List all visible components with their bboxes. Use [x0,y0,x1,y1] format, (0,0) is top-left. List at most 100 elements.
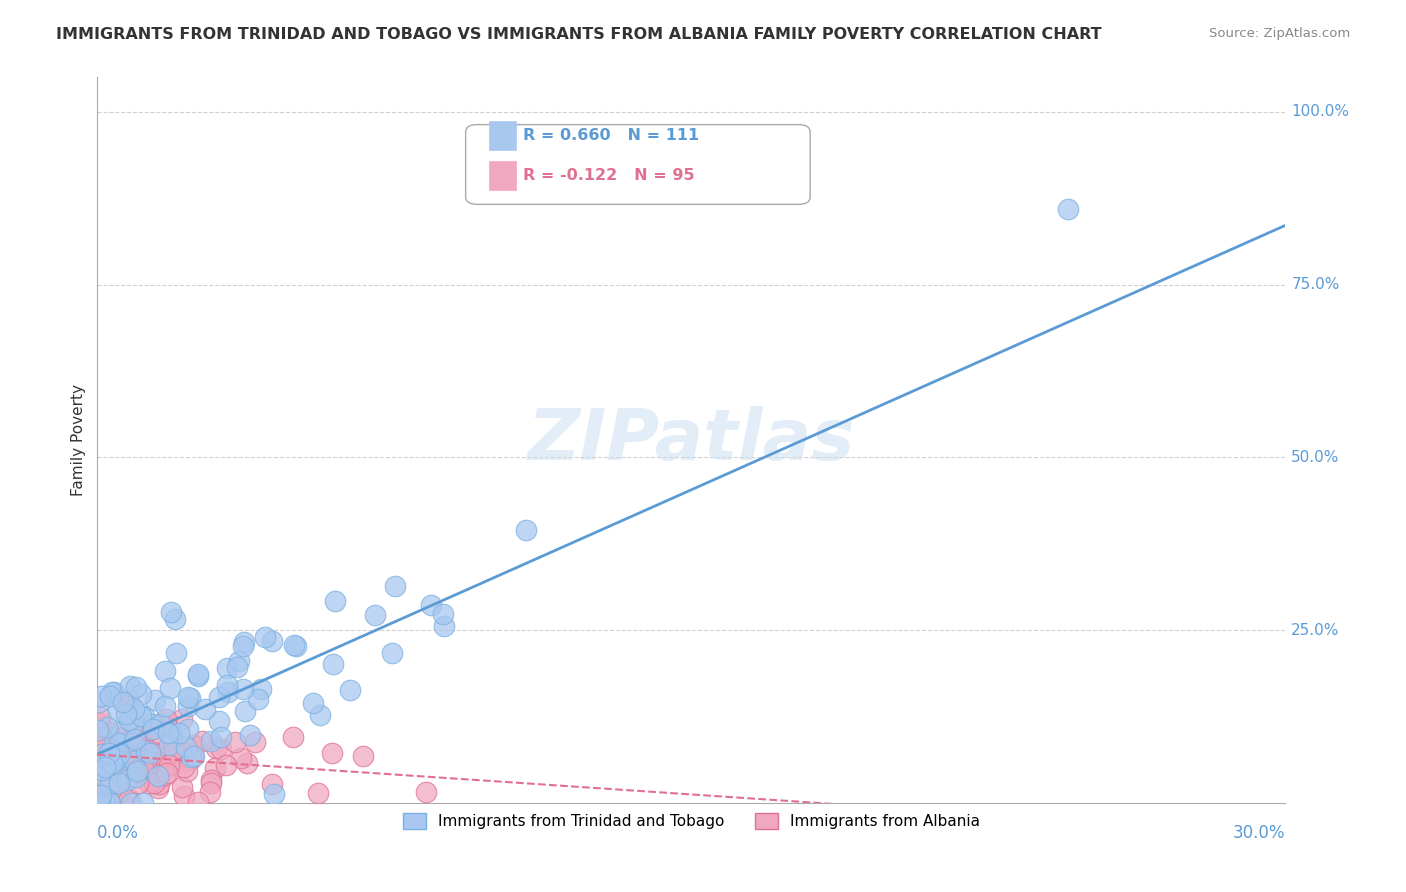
Immigrants from Trinidad and Tobago [124,731,146,746]
Immigrants from Trinidad and Tobago [309,708,332,723]
Immigrants from Trinidad and Tobago [125,770,148,784]
Immigrants from Trinidad and Tobago [120,796,142,810]
Immigrants from Albania [173,746,195,760]
Immigrants from Trinidad and Tobago [194,701,217,715]
Immigrants from Albania [209,742,232,756]
Immigrants from Albania [215,758,238,772]
Immigrants from Albania [111,796,134,810]
Immigrants from Albania [200,784,222,798]
Immigrants from Albania [118,758,141,772]
Immigrants from Trinidad and Tobago [142,723,165,737]
Immigrants from Albania [157,757,180,772]
Immigrants from Albania [142,745,165,759]
Text: Source: ZipAtlas.com: Source: ZipAtlas.com [1209,27,1350,40]
Immigrants from Trinidad and Tobago [118,713,141,727]
Immigrants from Trinidad and Tobago [364,607,387,622]
Immigrants from Trinidad and Tobago [122,702,145,716]
Immigrants from Trinidad and Tobago [228,654,250,668]
Immigrants from Albania [155,748,177,763]
Immigrants from Albania [200,773,222,788]
Immigrants from Trinidad and Tobago [108,736,131,750]
Immigrants from Trinidad and Tobago [142,717,165,731]
Immigrants from Albania [321,747,343,761]
Immigrants from Trinidad and Tobago [163,612,186,626]
Immigrants from Trinidad and Tobago [94,760,117,774]
Immigrants from Albania [172,755,194,769]
Immigrants from Trinidad and Tobago [97,746,120,760]
Immigrants from Trinidad and Tobago [110,725,132,739]
Immigrants from Albania [97,749,120,764]
Immigrants from Albania [200,776,222,790]
Immigrants from Trinidad and Tobago [167,725,190,739]
Immigrants from Trinidad and Tobago [323,593,346,607]
Immigrants from Trinidad and Tobago [118,679,141,693]
Immigrants from Trinidad and Tobago [253,630,276,644]
Immigrants from Albania [153,768,176,782]
Immigrants from Trinidad and Tobago [105,757,128,772]
Immigrants from Trinidad and Tobago [159,681,181,695]
Immigrants from Albania [94,756,117,771]
Immigrants from Trinidad and Tobago [187,669,209,683]
Immigrants from Trinidad and Tobago [433,618,456,632]
Immigrants from Trinidad and Tobago [124,755,146,769]
Immigrants from Trinidad and Tobago [93,793,115,807]
Immigrants from Albania [163,743,186,757]
Immigrants from Trinidad and Tobago [103,685,125,699]
Immigrants from Trinidad and Tobago [90,764,112,778]
Immigrants from Albania [118,694,141,708]
Immigrants from Trinidad and Tobago [122,715,145,730]
Immigrants from Trinidad and Tobago [94,796,117,810]
Immigrants from Albania [160,731,183,746]
Immigrants from Albania [143,776,166,790]
Immigrants from Albania [243,735,266,749]
Immigrants from Albania [93,779,115,793]
Immigrants from Albania [224,735,246,749]
Immigrants from Trinidad and Tobago [208,690,231,704]
Immigrants from Albania [91,729,114,743]
Immigrants from Albania [100,770,122,784]
Immigrants from Albania [187,795,209,809]
Immigrants from Albania [172,780,194,794]
Immigrants from Trinidad and Tobago [225,659,247,673]
Immigrants from Trinidad and Tobago [263,787,285,801]
Immigrants from Albania [104,729,127,743]
Immigrants from Trinidad and Tobago [260,634,283,648]
Bar [489,121,516,150]
Immigrants from Trinidad and Tobago [246,691,269,706]
Immigrants from Albania [183,738,205,752]
Immigrants from Trinidad and Tobago [90,690,112,704]
Immigrants from Albania [132,761,155,775]
Immigrants from Trinidad and Tobago [177,698,200,713]
Immigrants from Albania [132,754,155,768]
Immigrants from Trinidad and Tobago [186,667,208,681]
Immigrants from Trinidad and Tobago [98,796,121,810]
Immigrants from Trinidad and Tobago [302,696,325,710]
Immigrants from Albania [107,756,129,770]
Immigrants from Trinidad and Tobago [515,524,537,538]
Immigrants from Albania [136,767,159,781]
Immigrants from Trinidad and Tobago [112,695,135,709]
Immigrants from Trinidad and Tobago [183,749,205,764]
Immigrants from Trinidad and Tobago [115,773,138,788]
Immigrants from Trinidad and Tobago [121,736,143,750]
Immigrants from Albania [283,730,305,744]
Immigrants from Trinidad and Tobago [131,796,153,810]
Immigrants from Trinidad and Tobago [146,769,169,783]
Immigrants from Albania [110,767,132,781]
Immigrants from Trinidad and Tobago [89,796,111,810]
Immigrants from Trinidad and Tobago [285,640,308,654]
Immigrants from Trinidad and Tobago [156,726,179,740]
Immigrants from Albania [141,762,163,776]
Immigrants from Trinidad and Tobago [132,709,155,723]
Immigrants from Trinidad and Tobago [239,728,262,742]
Immigrants from Albania [231,751,253,765]
Immigrants from Trinidad and Tobago [215,678,238,692]
Immigrants from Albania [93,750,115,764]
Immigrants from Trinidad and Tobago [143,693,166,707]
Immigrants from Trinidad and Tobago [149,717,172,731]
Immigrants from Albania [179,753,201,767]
Immigrants from Albania [204,761,226,775]
Immigrants from Albania [127,775,149,789]
Immigrants from Albania [107,745,129,759]
Immigrants from Trinidad and Tobago [93,770,115,784]
